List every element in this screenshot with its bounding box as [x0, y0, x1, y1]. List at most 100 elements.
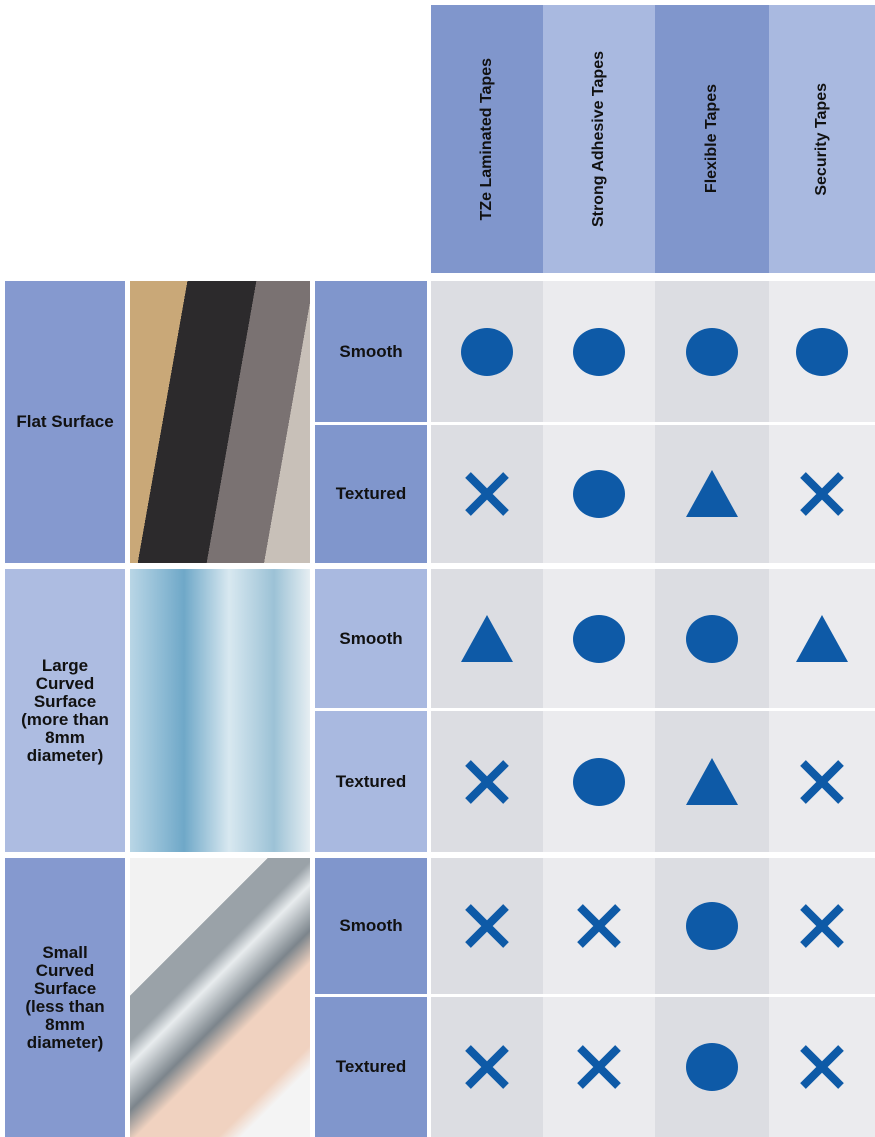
symbol-cross: [465, 1045, 509, 1089]
cross: [800, 472, 844, 516]
cross: [465, 759, 509, 804]
cross: [465, 904, 509, 948]
texture-label: Textured: [315, 997, 427, 1137]
texture-label-text: Smooth: [339, 628, 403, 648]
cross: [800, 904, 844, 948]
symbol-triangle: [461, 614, 513, 662]
cross: [577, 1045, 621, 1089]
texture-label-text: Textured: [335, 1057, 407, 1076]
triangle: [461, 614, 513, 662]
compat-cell: [655, 858, 769, 994]
compat-cell: [431, 997, 543, 1137]
compat-cell: [431, 569, 543, 708]
symbol-cross: [465, 904, 509, 948]
triangle: [686, 470, 738, 517]
symbol-circle: [686, 614, 738, 663]
compat-cell: [655, 711, 769, 852]
symbol-circle: [573, 470, 625, 518]
compat-cell: [543, 281, 655, 422]
texture-label: Textured: [315, 425, 427, 563]
texture-label: Smooth: [315, 281, 427, 422]
symbol-circle: [461, 327, 513, 376]
circle: [796, 327, 848, 376]
column-header: Flexible Tapes: [655, 5, 769, 273]
column-header: TZe Laminated Tapes: [431, 5, 543, 273]
circle: [686, 327, 738, 376]
column-header: Strong Adhesive Tapes: [543, 5, 655, 273]
cross: [465, 1045, 509, 1089]
surface-label: Small Curved Surface (less than 8mm diam…: [5, 858, 125, 1137]
symbol-triangle: [686, 470, 738, 517]
symbol-cross: [577, 1045, 621, 1089]
symbol-cross: [800, 472, 844, 516]
compat-cell: [769, 569, 875, 708]
texture-label-text: Textured: [335, 484, 407, 503]
symbol-circle: [573, 757, 625, 806]
circle: [573, 757, 625, 806]
circle: [686, 1043, 738, 1091]
compat-cell: [655, 569, 769, 708]
column-header-text: Strong Adhesive Tapes: [590, 50, 607, 228]
texture-label: Smooth: [315, 858, 427, 994]
column-header-text: Security Tapes: [813, 82, 830, 196]
photo-flat: [130, 281, 310, 563]
compat-cell: [769, 425, 875, 563]
texture-label: Textured: [315, 711, 427, 852]
photo-small-curved: [130, 858, 310, 1137]
compat-cell: [543, 711, 655, 852]
symbol-circle: [686, 327, 738, 376]
compat-cell: [769, 997, 875, 1137]
compat-cell: [543, 569, 655, 708]
symbol-cross: [465, 759, 509, 804]
compat-cell: [769, 281, 875, 422]
circle: [573, 470, 625, 518]
triangle: [686, 757, 738, 805]
texture-label-text: Smooth: [339, 916, 403, 935]
texture-label-text: Smooth: [339, 341, 403, 361]
symbol-cross: [800, 1045, 844, 1089]
symbol-triangle: [686, 757, 738, 805]
compat-cell: [655, 425, 769, 563]
circle: [573, 327, 625, 376]
compat-cell: [769, 711, 875, 852]
column-header-text: Flexible Tapes: [703, 84, 720, 194]
compat-cell: [431, 711, 543, 852]
cross: [800, 1045, 844, 1089]
cross: [465, 472, 509, 516]
surface-label-text: Flat Surface: [16, 412, 114, 431]
symbol-cross: [800, 759, 844, 804]
texture-label-text: Textured: [335, 771, 407, 791]
column-header: Security Tapes: [769, 5, 875, 273]
compat-cell: [543, 997, 655, 1137]
circle: [686, 614, 738, 663]
cross: [577, 904, 621, 948]
circle: [573, 614, 625, 663]
symbol-circle: [686, 1043, 738, 1091]
column-header-text: TZe Laminated Tapes: [478, 57, 495, 221]
symbol-circle: [686, 902, 738, 950]
circle: [461, 327, 513, 376]
photo-large-curved: [130, 569, 310, 852]
compat-cell: [655, 281, 769, 422]
symbol-cross: [577, 904, 621, 948]
symbol-cross: [800, 904, 844, 948]
symbol-circle: [573, 327, 625, 376]
symbol-circle: [573, 614, 625, 663]
compat-cell: [543, 425, 655, 563]
symbol-cross: [465, 472, 509, 516]
symbol-triangle: [796, 614, 848, 662]
surface-label: Large Curved Surface (more than 8mm diam…: [5, 569, 125, 852]
circle: [686, 902, 738, 950]
surface-label-text: Large Curved Surface (more than 8mm diam…: [21, 655, 109, 765]
texture-label: Smooth: [315, 569, 427, 708]
compat-cell: [431, 281, 543, 422]
triangle: [796, 614, 848, 662]
surface-label-text: Small Curved Surface (less than 8mm diam…: [25, 942, 105, 1052]
compat-cell: [431, 858, 543, 994]
symbol-circle: [796, 327, 848, 376]
compat-cell: [431, 425, 543, 563]
compat-cell: [769, 858, 875, 994]
surface-label: Flat Surface: [5, 281, 125, 563]
compat-cell: [655, 997, 769, 1137]
